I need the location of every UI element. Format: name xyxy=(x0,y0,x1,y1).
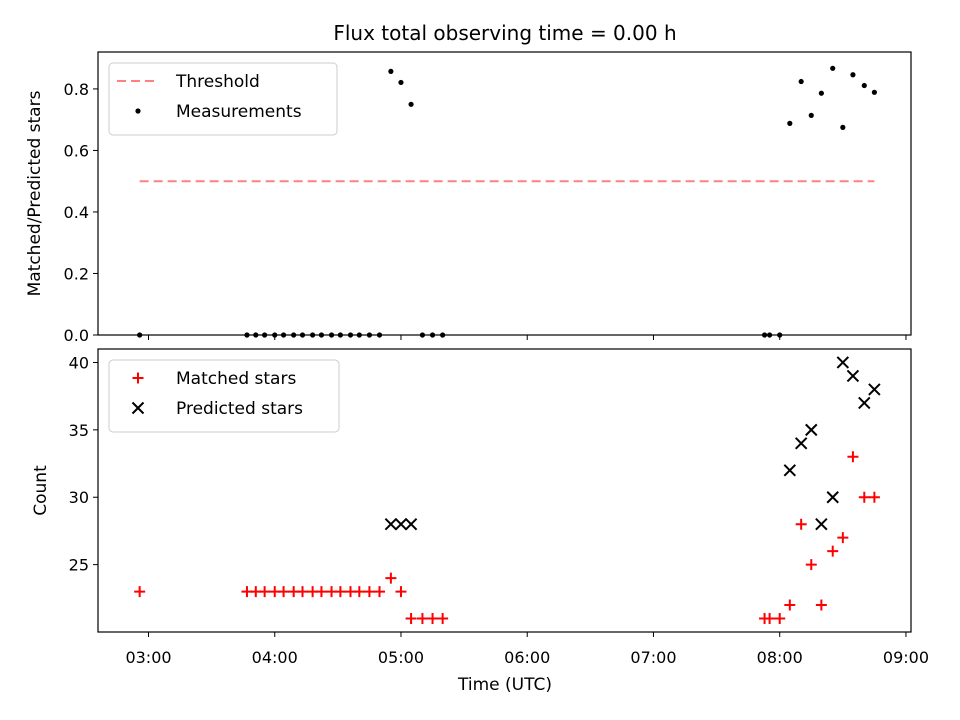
y-tick-label: 0.8 xyxy=(64,80,89,99)
legend-label: Matched stars xyxy=(176,369,296,389)
ratio-panel: 0.0 0.2 0.4 0.6 0.8 Matched/Predicted stars Th… xyxy=(25,51,912,345)
matched-stars-point xyxy=(795,518,807,530)
predicted-stars-point xyxy=(836,356,850,369)
measurements-point xyxy=(818,90,824,96)
measurements-point xyxy=(787,120,793,126)
matched-stars-point xyxy=(847,451,859,463)
matched-stars-point xyxy=(868,491,880,503)
matched-stars-point xyxy=(315,586,327,598)
legend-box xyxy=(108,62,338,136)
measurements-point xyxy=(830,65,836,71)
count-panel: 25 30 35 40 03:00 04:00 05:00 06:00 07:00 08:00 09… xyxy=(31,348,929,667)
x-tick-label: 06:00 xyxy=(504,648,550,667)
measurements-point xyxy=(850,72,856,78)
predicted-stars-point xyxy=(805,423,818,437)
chart-title: Flux total observing time = 0.00 h xyxy=(333,21,676,45)
matched-stars-point xyxy=(427,613,439,625)
matched-stars-point xyxy=(784,599,796,611)
matched-stars-point xyxy=(416,613,428,625)
matched-stars-point xyxy=(297,586,309,598)
x-tick-label: 09:00 xyxy=(883,648,929,667)
legend-label: Measurements xyxy=(176,102,302,122)
x-tick-label: 05:00 xyxy=(378,648,424,667)
matched-stars-point xyxy=(363,586,375,598)
measurements-point xyxy=(840,124,846,130)
axes-frame xyxy=(97,51,912,336)
matched-stars-point xyxy=(134,586,146,598)
predicted-stars-point xyxy=(384,517,398,531)
measurements-point xyxy=(388,68,394,74)
predicted-stars-point xyxy=(815,517,828,531)
matched-stars-point xyxy=(437,613,449,625)
predicted-stars-point xyxy=(846,369,860,383)
measurements-point xyxy=(798,78,804,85)
legend-label: Threshold xyxy=(175,72,260,92)
y-tick-label: 30 xyxy=(69,488,89,507)
measurements-point xyxy=(808,112,814,118)
matched-stars-point xyxy=(395,586,407,598)
measurements-point xyxy=(861,82,867,89)
matched-stars-point xyxy=(259,586,271,598)
y-axis-label: Matched/Predicted stars xyxy=(25,90,45,296)
matched-stars-point xyxy=(805,559,817,571)
legend-box xyxy=(108,359,340,433)
legend-predicted-stars-marker xyxy=(131,401,145,415)
predicted-stars-point xyxy=(826,491,839,504)
predicted-stars-point xyxy=(868,383,881,396)
y-tick-label: 35 xyxy=(69,421,89,440)
x-tick-label: 04:00 xyxy=(252,648,298,667)
matched-stars-point xyxy=(334,586,346,598)
x-tick-label: 08:00 xyxy=(757,648,803,667)
predicted-stars-point xyxy=(783,464,797,477)
y-tick-label: 0.2 xyxy=(64,264,89,283)
matched-stars-point xyxy=(827,545,839,557)
measurements-point xyxy=(871,89,877,95)
legend-measurements-marker xyxy=(135,108,141,114)
matched-stars-point xyxy=(353,586,365,598)
predicted-stars-point xyxy=(394,517,408,531)
predicted-stars-point xyxy=(794,437,808,450)
y-tick-label: 25 xyxy=(69,556,89,575)
x-tick-label: 03:00 xyxy=(125,648,171,667)
measurements-point xyxy=(408,101,414,107)
matched-stars-point xyxy=(774,613,786,625)
y-axis-label: Count xyxy=(31,465,51,516)
matched-stars-point xyxy=(815,599,827,611)
axes-frame xyxy=(97,348,912,633)
measurements-point xyxy=(398,79,404,86)
legend-label: Predicted stars xyxy=(176,399,303,419)
matched-stars-point xyxy=(278,586,290,598)
predicted-stars-point xyxy=(858,396,871,410)
y-tick-label: 40 xyxy=(69,353,89,372)
matched-stars-point xyxy=(385,572,397,584)
matched-stars-point xyxy=(374,586,386,598)
y-tick-label: 0.0 xyxy=(64,326,89,345)
y-tick-label: 0.6 xyxy=(64,141,89,160)
x-tick-label: 07:00 xyxy=(630,648,676,667)
y-tick-label: 0.4 xyxy=(64,203,89,222)
matched-stars-point xyxy=(858,491,870,503)
matched-stars-point xyxy=(837,532,849,544)
x-axis-label: Time (UTC) xyxy=(457,675,552,695)
matched-stars-point xyxy=(405,613,417,625)
predicted-stars-point xyxy=(404,517,418,531)
legend-matched-stars-marker xyxy=(132,372,144,384)
matched-stars-point xyxy=(764,613,776,625)
